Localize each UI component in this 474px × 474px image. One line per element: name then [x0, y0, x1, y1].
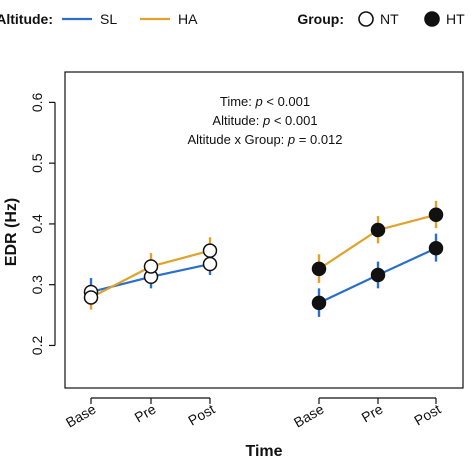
data-point-ht-sl-2 — [428, 240, 444, 256]
x-tick-label-panel-0-1: Pre — [132, 401, 159, 426]
x-tick-label-panel-1-2: Post — [411, 401, 443, 429]
plot-frame — [64, 71, 464, 389]
y-tick-label-3: 0.5 — [29, 153, 45, 173]
legend-group-title: Group: — [297, 11, 344, 27]
stats-annotations: Time: p < 0.001 Altitude: p < 0.001 Alti… — [187, 94, 342, 147]
legend: Altitude: SL HA Group: NT HT — [0, 11, 465, 27]
data-point-nt-sl-2 — [202, 256, 218, 272]
y-axis-title: EDR (Hz) — [3, 198, 20, 266]
plot-marks — [83, 200, 444, 317]
annotation-time: Time: p < 0.001 — [220, 94, 310, 109]
annotation-interaction: Altitude x Group: p = 0.012 — [187, 132, 342, 147]
data-point-ht-sl-1 — [370, 267, 386, 283]
annotation-altitude: Altitude: p < 0.001 — [212, 113, 317, 128]
data-point-nt-ha-0 — [83, 290, 99, 305]
x-axis-title: Time — [245, 443, 282, 460]
legend-altitude-title: Altitude: — [0, 11, 53, 27]
legend-ht-label: HT — [446, 11, 465, 27]
y-tick-label-0: 0.2 — [29, 336, 45, 356]
y-tick-label-1: 0.3 — [29, 275, 45, 295]
legend-ht-filled-circle-icon — [424, 11, 440, 27]
x-tick-label-panel-0-0: Base — [63, 401, 99, 431]
y-axis: 0.2 0.3 0.4 0.5 0.6 — [29, 92, 56, 356]
x-tick-label-panel-1-0: Base — [291, 401, 327, 431]
x-axis: Base Pre Post Base Pre Post — [63, 397, 444, 431]
y-tick-label-4: 0.6 — [29, 92, 45, 112]
legend-ha-label: HA — [178, 11, 198, 27]
data-point-ht-ha-0 — [311, 261, 327, 277]
data-point-nt-ha-2 — [202, 243, 218, 258]
data-point-ht-ha-2 — [428, 207, 444, 223]
data-point-ht-ha-1 — [370, 222, 386, 238]
y-tick-label-2: 0.4 — [29, 214, 45, 234]
legend-nt-open-circle-icon — [358, 11, 374, 27]
data-point-ht-sl-0 — [311, 295, 327, 311]
legend-sl-label: SL — [100, 11, 117, 27]
data-point-nt-ha-1 — [143, 259, 159, 274]
x-tick-label-panel-1-1: Pre — [359, 401, 386, 426]
x-tick-label-panel-0-2: Post — [185, 401, 217, 429]
legend-nt-label: NT — [380, 11, 399, 27]
